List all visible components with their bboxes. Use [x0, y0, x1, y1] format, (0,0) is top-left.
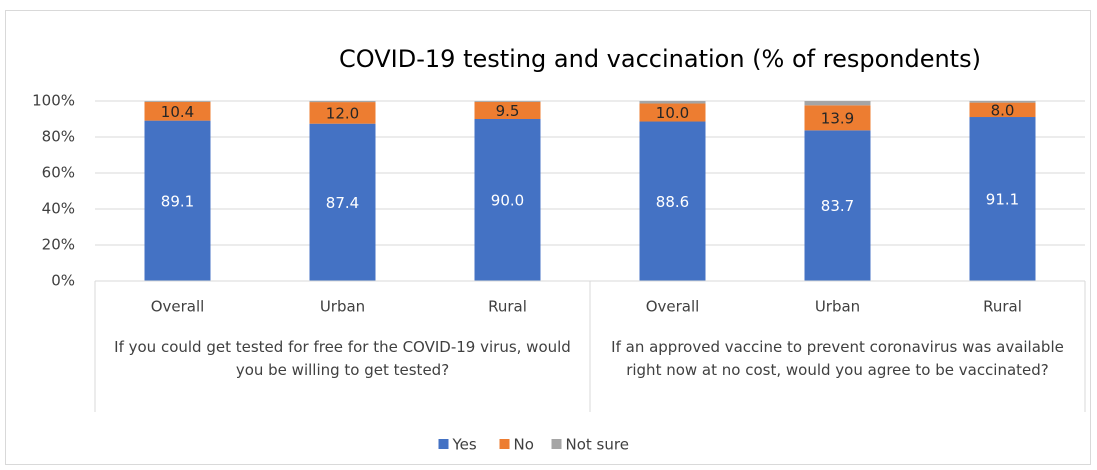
bar-segment	[144, 101, 211, 102]
value-label: 9.5	[496, 102, 520, 120]
legend-swatch	[499, 439, 510, 449]
legend-label: Not sure	[566, 436, 629, 454]
value-label: 91.1	[986, 191, 1019, 209]
bar-segment	[309, 101, 376, 103]
value-label: 87.4	[326, 194, 359, 212]
bar-segment	[639, 121, 706, 282]
legend-swatch	[438, 439, 449, 449]
bar-segment	[804, 130, 871, 281]
value-label: 88.6	[656, 193, 689, 211]
y-tick-label: 20%	[42, 236, 75, 254]
bar-segment	[144, 101, 211, 121]
bar-segment	[969, 117, 1036, 282]
y-tick-label: 80%	[42, 128, 75, 146]
value-label: 10.4	[161, 103, 194, 121]
group-label: If you could get tested for free for the…	[114, 338, 571, 379]
bar-segment	[804, 105, 871, 131]
legend-swatch	[551, 439, 562, 449]
y-tick-label: 0%	[51, 272, 75, 290]
bar-segment	[969, 101, 1036, 103]
value-label: 13.9	[821, 109, 854, 127]
bar-segment	[309, 123, 376, 282]
x-tick-label: Rural	[488, 298, 527, 316]
chart-title: COVID-19 testing and vaccination (% of r…	[339, 45, 981, 73]
legend-label: Yes	[452, 436, 477, 454]
bar-segment	[309, 102, 376, 124]
bar-segment	[969, 102, 1036, 118]
bar-segment	[639, 103, 706, 122]
value-label: 10.0	[656, 104, 689, 122]
bar-segment	[639, 101, 706, 104]
y-tick-label: 60%	[42, 164, 75, 182]
bar-segment	[144, 120, 211, 282]
group-label-box: If an approved vaccine to prevent corona…	[611, 338, 1064, 379]
x-tick-label: Overall	[151, 298, 205, 316]
legend-label: No	[514, 436, 534, 454]
x-tick-label: Urban	[815, 298, 860, 316]
bar-segment	[474, 101, 541, 102]
x-tick-label: Urban	[320, 298, 365, 316]
group-label: If an approved vaccine to prevent corona…	[611, 338, 1064, 379]
x-tick-label: Overall	[646, 298, 700, 316]
y-tick-label: 100%	[32, 92, 75, 110]
bar-segment	[474, 119, 541, 281]
bar-segment	[474, 101, 541, 119]
value-label: 90.0	[491, 192, 524, 210]
value-label: 89.1	[161, 192, 194, 210]
value-label: 12.0	[326, 104, 359, 122]
group-label-box: If you could get tested for free for the…	[114, 338, 571, 379]
value-label: 83.7	[821, 197, 854, 215]
value-label: 8.0	[991, 101, 1015, 119]
bar-segment	[804, 101, 871, 106]
x-tick-label: Rural	[983, 298, 1022, 316]
y-tick-label: 40%	[42, 200, 75, 218]
